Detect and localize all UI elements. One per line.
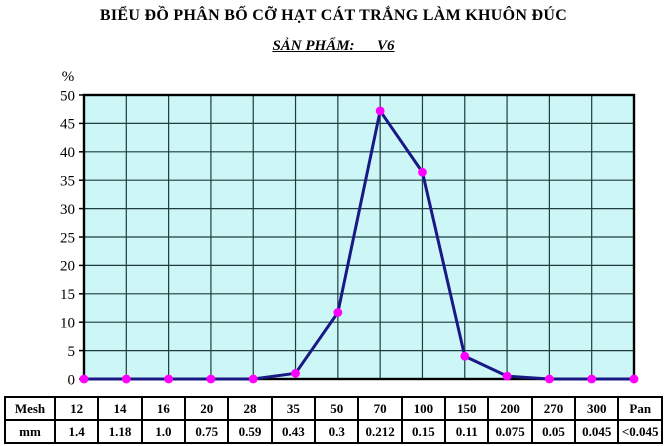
- mesh-cell: 270: [530, 396, 577, 421]
- mesh-cell: 12: [53, 396, 100, 421]
- data-point-marker: [587, 374, 597, 384]
- chart-subtitle-text: SẢN PHẨM: V6: [272, 38, 395, 54]
- mesh-cell: 35: [270, 396, 317, 421]
- mm-cell: 0.11: [444, 419, 490, 444]
- data-point-marker: [79, 374, 89, 384]
- data-point-marker: [544, 374, 554, 384]
- mesh-row-header: Mesh: [4, 396, 56, 421]
- mesh-cell: 14: [97, 396, 143, 421]
- y-axis-tick-label: 25: [60, 230, 75, 246]
- data-point-marker: [629, 374, 639, 384]
- mm-cell: 0.212: [357, 419, 403, 444]
- data-point-marker: [418, 167, 427, 177]
- data-point-marker: [460, 351, 470, 361]
- y-axis-tick-label: 30: [60, 202, 75, 218]
- y-axis-tick-label: 35: [60, 173, 75, 189]
- mm-cell: 1.4: [53, 419, 100, 444]
- mesh-cell: 16: [140, 396, 187, 421]
- mm-cell: 0.05: [530, 419, 577, 444]
- mesh-row: Mesh 12 14 16 20 28 35 50 70 100 150 200 270 300 Pan: [4, 396, 663, 421]
- mm-cell: 0.075: [487, 419, 533, 444]
- data-point-marker: [502, 371, 512, 381]
- mesh-cell: 300: [574, 396, 620, 421]
- data-point-marker: [248, 374, 258, 384]
- mesh-cell: 100: [400, 396, 447, 421]
- mm-cell: 0.43: [270, 419, 317, 444]
- mm-cell: 1.18: [97, 419, 143, 444]
- mm-cell: 1.0: [140, 419, 187, 444]
- data-point-marker: [333, 308, 343, 317]
- mm-cell: 0.59: [227, 419, 273, 444]
- y-axis-unit-label: %: [61, 69, 75, 85]
- y-axis-tick-label: 5: [68, 344, 76, 360]
- mesh-cell: 70: [357, 396, 403, 421]
- mesh-cell: 50: [314, 396, 360, 421]
- mm-row: mm 1.4 1.18 1.0 0.75 0.59 0.43 0.3 0.212 0.15 0.11…: [4, 419, 663, 444]
- data-point-marker: [375, 106, 385, 116]
- mm-cell: 0.15: [400, 419, 447, 444]
- mesh-cell: 200: [487, 396, 533, 421]
- series-line: [82, 109, 636, 381]
- chart-title: BIỂU ĐỒ PHÂN BỐ CỠ HẠT CÁT TRẮNG LÀM KHU…: [99, 7, 568, 24]
- mesh-cell: 20: [184, 396, 230, 421]
- plot-border: [82, 93, 636, 381]
- mesh-size-table: Mesh 12 14 16 20 28 35 50 70 100 150 200 270 300 Pan mm…: [4, 396, 663, 444]
- chart-subtitle: SẢN PHẨM: V6: [0, 38, 667, 55]
- data-point-marker: [206, 374, 216, 384]
- y-axis-tick-label: 40: [60, 145, 75, 161]
- y-axis-tick-label: 20: [60, 259, 75, 275]
- mesh-cell: 28: [227, 396, 273, 421]
- mesh-cell: Pan: [617, 396, 663, 421]
- y-axis-tick-label: 10: [60, 315, 75, 331]
- mm-cell: 0.75: [184, 419, 230, 444]
- y-axis-tick-label: 0: [68, 372, 76, 388]
- mm-cell: <0.045: [617, 419, 663, 444]
- mm-cell: 0.045: [574, 419, 620, 444]
- data-point-marker: [164, 374, 174, 384]
- y-axis-tick-label: 15: [60, 287, 75, 303]
- mesh-cell: 150: [444, 396, 490, 421]
- mm-cell: 0.3: [314, 419, 360, 444]
- data-point-marker: [291, 368, 300, 378]
- y-axis-tick-label: 50: [60, 88, 75, 104]
- mm-row-header: mm: [4, 419, 56, 444]
- y-axis-tick-label: 45: [60, 117, 75, 133]
- data-point-marker: [121, 374, 131, 384]
